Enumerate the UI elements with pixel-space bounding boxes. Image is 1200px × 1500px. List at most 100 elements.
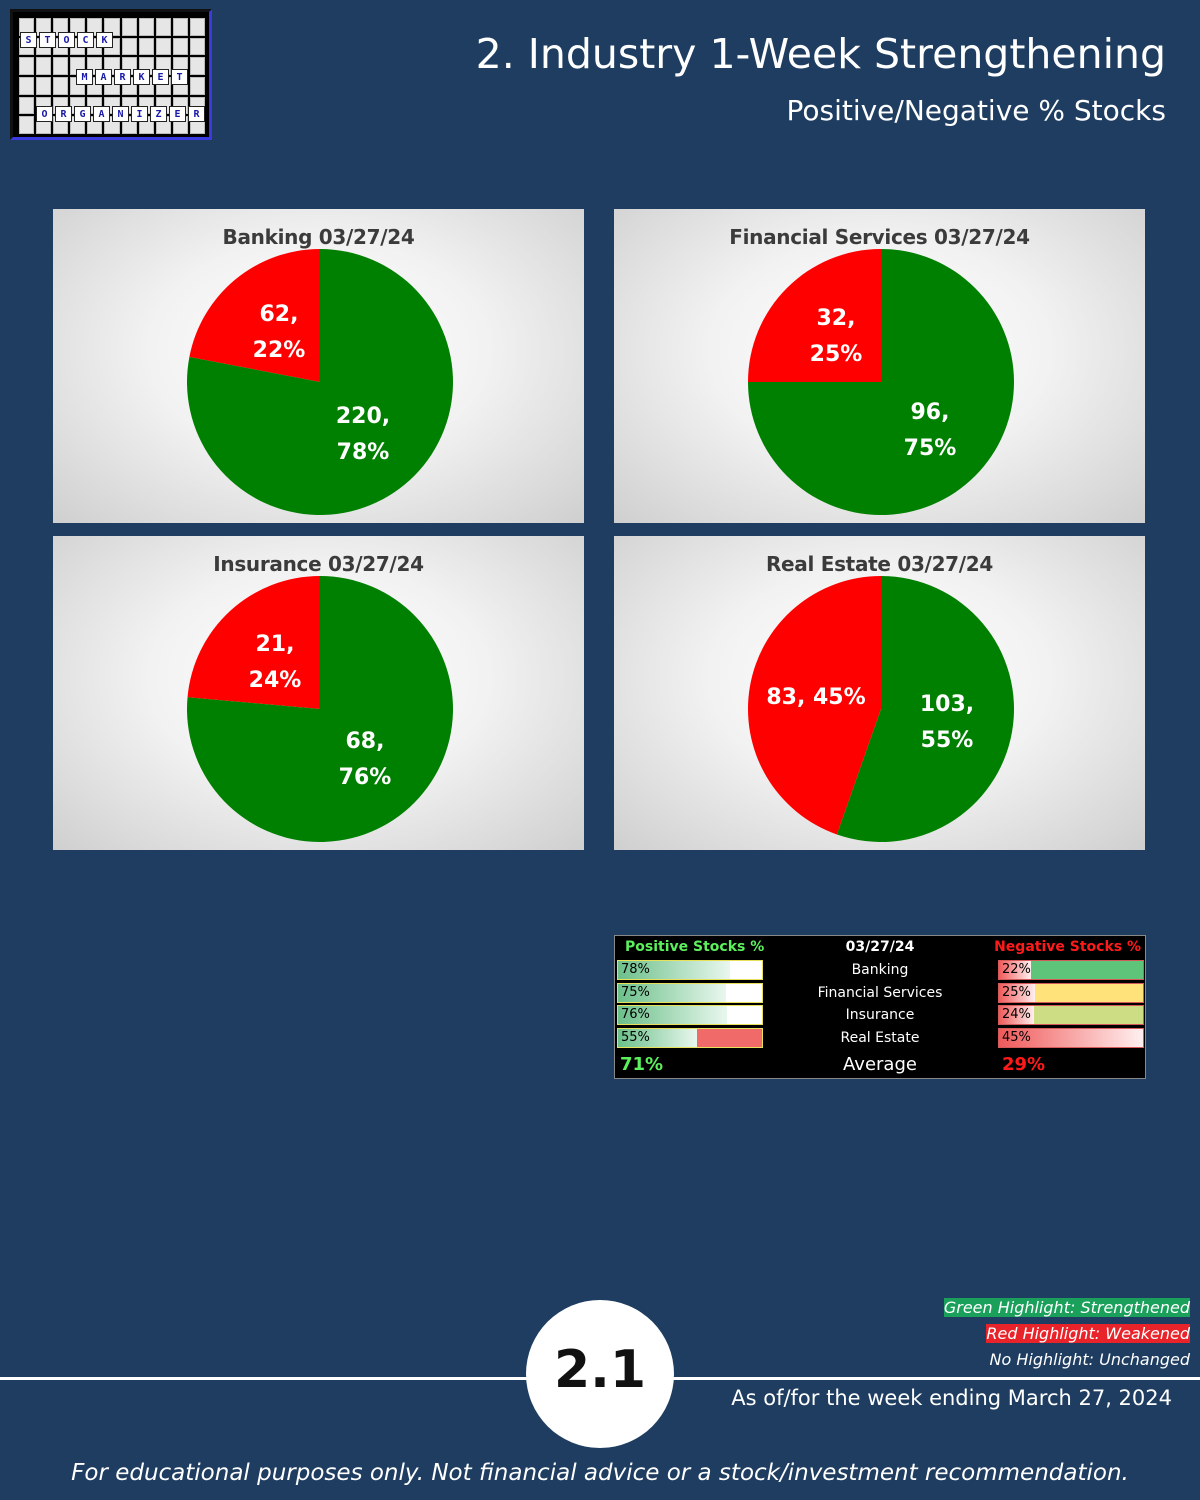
logo-letter: E [152, 69, 169, 85]
positive-cell: 78% [617, 960, 763, 980]
pie-data-label-line: 22% [252, 338, 306, 363]
pie-data-label-line: 103, [919, 692, 975, 717]
chart-title: Banking 03/27/24 [222, 225, 415, 249]
logo-cell [19, 57, 35, 75]
pie-data-label-line: 76% [338, 765, 392, 790]
negative-cell: 25% [998, 982, 1144, 1003]
logo-letter: R [114, 69, 131, 85]
pie-data-label-line: 62, [259, 302, 299, 327]
logo-cell [138, 18, 154, 36]
logo-letter: Z [150, 106, 167, 122]
pie-data-label-positive: 220, 78% [303, 399, 423, 471]
pie-panel-insurance: Insurance 03/27/24 21, 24% 68, 76% [53, 536, 584, 850]
negative-cell: 22% [998, 960, 1144, 980]
page-subtitle: Positive/Negative % Stocks [786, 94, 1166, 127]
positive-value: 55% [621, 1029, 650, 1045]
logo-letter: S [20, 32, 37, 48]
pie-data-label-negative: 62, 22% [219, 297, 339, 369]
positive-cell: 76% [617, 1005, 763, 1025]
negative-bar [999, 1028, 1143, 1047]
pie-slice-positive [836, 576, 1014, 842]
chart-title: Financial Services 03/27/24 [729, 225, 1030, 249]
logo-cell [121, 18, 137, 36]
pie-chart [748, 576, 1014, 842]
logo-cell [36, 76, 52, 95]
logo-cell [172, 18, 188, 36]
pie-slice-positive [748, 249, 1014, 515]
summary-table: Positive Stocks % 03/27/24 Negative Stoc… [614, 935, 1146, 1079]
pie-data-label-line: 68, [345, 729, 385, 754]
pie-data-label-negative: 21, 24% [215, 627, 335, 699]
logo-cell [155, 37, 171, 56]
page-title: 2. Industry 1-Week Strengthening [475, 30, 1166, 78]
pie-chart [748, 249, 1014, 515]
logo-cell [189, 57, 205, 75]
logo-cell [87, 18, 103, 36]
logo-cell [138, 37, 154, 56]
legend-red: Red Highlight: Weakened [986, 1324, 1190, 1343]
positive-value: 75% [621, 984, 650, 1000]
positive-bar [618, 961, 731, 979]
pie-panel-banking: Banking 03/27/24 62, 22% 220, 78% [53, 209, 584, 523]
positive-value: 76% [621, 1007, 650, 1022]
pie-data-label-line: 25% [809, 342, 863, 367]
pie-data-label-positive: 103, 55% [887, 687, 1007, 759]
pie-slice-positive [186, 576, 453, 842]
logo-letter: A [95, 69, 112, 85]
pie-slice-negative [189, 249, 320, 382]
logo-letter: O [36, 106, 53, 122]
positive-value: 78% [621, 962, 650, 977]
logo-cell [189, 76, 205, 95]
logo-cell [53, 76, 69, 95]
logo-letter: C [77, 32, 94, 48]
average-positive: 71% [620, 1054, 664, 1075]
logo-letter: K [96, 32, 113, 48]
logo-cell [121, 37, 137, 56]
pie-data-label-line: 220, [335, 404, 391, 429]
logo-letter: I [131, 106, 148, 122]
legend-green: Green Highlight: Strengthened [943, 1298, 1190, 1317]
summary-row: 76% Insurance 24% [615, 1005, 1145, 1027]
date-header: 03/27/24 [845, 939, 915, 955]
positive-bar [618, 1028, 698, 1047]
logo-letter: M [76, 69, 93, 85]
pie-data-label-line: 78% [336, 440, 390, 465]
summary-row: 78% Banking 22% [615, 960, 1145, 982]
logo-letter: A [93, 106, 110, 122]
pie-chart [186, 576, 453, 842]
pie-panel-financial-services: Financial Services 03/27/24 32, 25% 96, 75% [614, 209, 1145, 523]
page-number: 2.1 [553, 1340, 647, 1400]
logo-letter: R [188, 106, 205, 122]
logo-letter: G [74, 106, 91, 122]
summary-row: 75% Financial Services 25% [615, 982, 1145, 1005]
pie-panel-real-estate: Real Estate 03/27/24 83, 45% 103, 55% [614, 536, 1145, 850]
positive-header: Positive Stocks % [625, 939, 765, 955]
logo-letter: K [133, 69, 150, 85]
pie-slice-negative [748, 576, 881, 835]
negative-cell: 45% [998, 1027, 1144, 1048]
disclaimer: For educational purposes only. Not finan… [71, 1460, 1129, 1486]
pie-data-label-line: 24% [248, 668, 302, 693]
negative-value: 24% [1002, 1007, 1031, 1022]
logo-letter: O [58, 32, 75, 48]
logo-cell [155, 18, 171, 36]
negative-cell: 24% [998, 1005, 1144, 1025]
chart-title: Real Estate 03/27/24 [765, 552, 994, 576]
negative-value: 22% [1002, 962, 1031, 977]
logo-cell [19, 116, 35, 134]
pie-data-label-line: 96, [910, 400, 950, 425]
negative-value: 25% [1002, 984, 1031, 1000]
positive-cell: 75% [617, 982, 763, 1003]
pie-data-label-negative: 83, 45% [756, 680, 876, 716]
negative-value: 45% [1002, 1029, 1031, 1045]
negative-bar [999, 961, 1031, 979]
pie-data-label-line: 21, [255, 632, 295, 657]
logo-cell [19, 96, 35, 115]
industry-name: Real Estate [840, 1029, 920, 1046]
pie-data-label-negative: 32, 25% [776, 301, 896, 373]
chart-title: Insurance 03/27/24 [213, 552, 424, 576]
page-number-badge: 2.1 [526, 1300, 674, 1448]
